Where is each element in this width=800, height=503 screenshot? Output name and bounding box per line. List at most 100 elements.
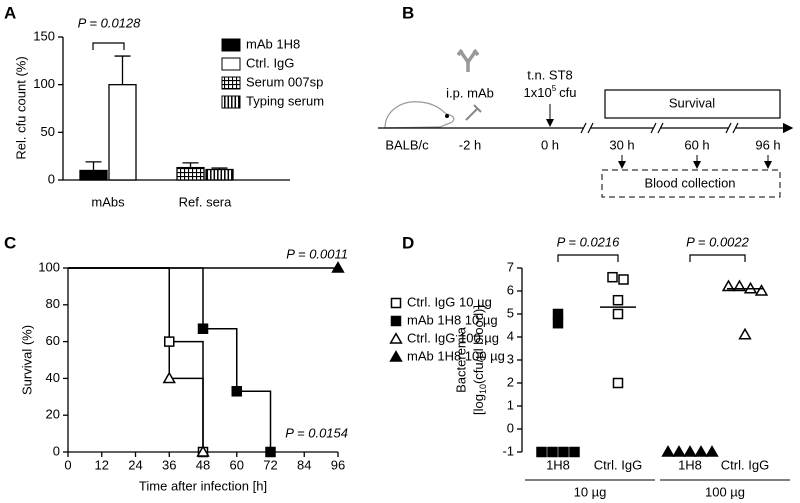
significance-bracket xyxy=(689,254,746,262)
y-tick-label: 0 xyxy=(507,420,514,435)
group-label: 10 µg xyxy=(574,484,607,499)
x-tick-label: 1H8 xyxy=(678,457,702,472)
y-axis-title: [log10(cfu/µl blood)] xyxy=(471,305,488,415)
marker xyxy=(683,445,697,457)
antibody-icon xyxy=(456,48,480,72)
sampling-label: Blood collection xyxy=(644,175,735,190)
marker xyxy=(694,445,708,457)
legend-swatch xyxy=(221,76,241,90)
x-tick-label: 48 xyxy=(196,457,210,472)
legend-label: Serum 007sp xyxy=(246,74,323,89)
y-tick-label: 100 xyxy=(33,76,55,91)
annotation: P = 0.0216 xyxy=(557,234,621,249)
x-tick-label: 0 xyxy=(64,457,71,472)
error-bar xyxy=(182,162,199,168)
marker xyxy=(552,308,564,320)
legend-label: Ctrl. IgG 10 µg xyxy=(407,294,492,309)
mouse-label: BALB/c xyxy=(385,137,429,152)
marker xyxy=(672,445,686,457)
x-tick-label: 1H8 xyxy=(546,457,570,472)
y-tick-label: 100 xyxy=(38,259,60,274)
dose-unit: cfu xyxy=(559,85,576,100)
challenge-label: t.n. ST8 xyxy=(527,67,573,82)
time-label: 30 h xyxy=(609,137,634,152)
injection-label: i.p. mAb xyxy=(446,85,494,100)
x-tick-label: mAbs xyxy=(91,194,125,209)
bar xyxy=(79,169,108,181)
time-label: 0 h xyxy=(541,137,559,152)
y-tick-label: 50 xyxy=(41,124,55,139)
x-tick-label: 84 xyxy=(297,457,311,472)
marker xyxy=(164,336,175,347)
dose-base: 1x10 xyxy=(524,85,552,100)
survival-step xyxy=(203,327,238,392)
y-tick-label: 80 xyxy=(46,296,60,311)
sampling-arrows xyxy=(618,155,772,169)
annotation: P = 0.0154 xyxy=(285,425,348,440)
y-tick-label: -1 xyxy=(502,443,514,458)
bar xyxy=(205,168,234,181)
legend-label: mAb 1H8 10 µg xyxy=(407,312,498,327)
marker xyxy=(536,446,547,458)
y-axis-title-part: (cfu/µl blood)] xyxy=(471,305,486,384)
syringe-icon xyxy=(465,104,482,121)
error-bar xyxy=(211,167,228,170)
marker xyxy=(231,386,242,397)
y-tick-label: 4 xyxy=(507,328,514,343)
legend-label: Typing serum xyxy=(246,93,324,108)
y-axis-title-part: [log xyxy=(471,394,486,415)
mouse-eye xyxy=(445,114,449,118)
x-tick-label: 24 xyxy=(128,457,142,472)
legend-swatch xyxy=(221,57,241,71)
bar xyxy=(108,84,137,181)
y-tick-label: 1 xyxy=(507,397,514,412)
error-bar xyxy=(85,161,102,171)
legend-marker xyxy=(389,350,403,362)
annotation: P = 0.0011 xyxy=(286,246,348,261)
y-axis-title: Survival (%) xyxy=(19,325,34,395)
legend-label: mAb 1H8 xyxy=(246,36,300,51)
dose-label: 1x105 cfu xyxy=(524,84,577,100)
marker xyxy=(331,261,345,273)
bar xyxy=(176,166,205,181)
y-tick-label: 2 xyxy=(507,374,514,389)
x-tick-label: 72 xyxy=(263,457,277,472)
y-tick-label: 40 xyxy=(46,370,60,385)
survival-step xyxy=(169,377,204,452)
y-axis-title: Bacteremia xyxy=(453,326,468,393)
significance-bracket xyxy=(557,254,619,262)
survival-label: Survival xyxy=(669,95,715,110)
x-tick-label: Ctrl. IgG xyxy=(594,457,642,472)
sampling-box xyxy=(601,169,781,198)
y-tick-label: 20 xyxy=(46,407,60,422)
panel-label: B xyxy=(402,3,414,22)
survival-step xyxy=(236,390,272,452)
legend-label: Ctrl. IgG xyxy=(246,55,294,70)
legend-marker xyxy=(390,315,402,327)
y-tick-label: 0 xyxy=(48,171,55,186)
marker xyxy=(612,308,624,320)
y-tick-label: 0 xyxy=(53,443,60,458)
marker xyxy=(738,327,752,340)
y-tick-label: 6 xyxy=(507,282,514,297)
legend-swatch xyxy=(221,95,241,109)
x-tick-label: 36 xyxy=(162,457,176,472)
dose-exponent: 5 xyxy=(552,84,557,93)
x-axis-title: Time after infection [h] xyxy=(139,478,267,493)
survival-step xyxy=(68,267,170,342)
y-tick-label: 60 xyxy=(46,333,60,348)
marker xyxy=(162,371,176,384)
marker xyxy=(265,446,276,458)
time-label: -2 h xyxy=(459,137,481,152)
survival-step xyxy=(68,267,204,329)
survival-step xyxy=(68,267,170,379)
y-axis-title-part: 10 xyxy=(478,384,488,394)
error-bar xyxy=(114,55,131,85)
survival-box xyxy=(604,89,781,119)
significance-bracket xyxy=(92,42,125,50)
x-tick-label: 96 xyxy=(331,457,345,472)
x-tick-label: Ref. sera xyxy=(179,194,233,209)
group-label: 100 µg xyxy=(705,484,745,499)
legend-swatch xyxy=(221,38,241,52)
